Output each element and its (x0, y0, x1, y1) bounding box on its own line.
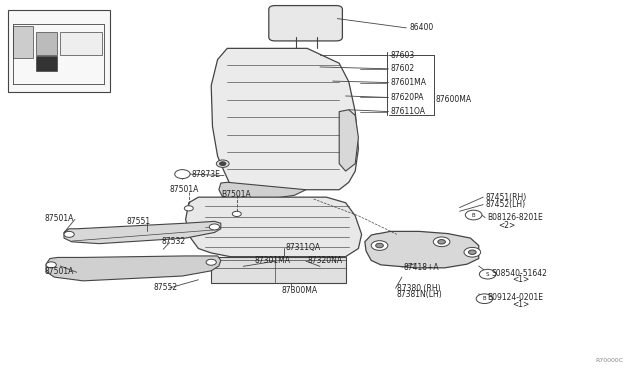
Circle shape (438, 240, 445, 244)
Circle shape (433, 237, 450, 247)
Circle shape (371, 241, 388, 250)
Polygon shape (211, 48, 358, 190)
Polygon shape (46, 256, 221, 281)
Polygon shape (211, 257, 346, 283)
Text: 87552: 87552 (154, 283, 178, 292)
Circle shape (206, 259, 216, 265)
FancyBboxPatch shape (8, 10, 110, 92)
Text: R70000C: R70000C (596, 358, 624, 363)
Text: S08540-51642: S08540-51642 (492, 269, 547, 278)
Text: 86400: 86400 (410, 23, 434, 32)
Polygon shape (365, 231, 479, 268)
Text: 87451(RH): 87451(RH) (485, 193, 526, 202)
Circle shape (464, 247, 481, 257)
Circle shape (184, 206, 193, 211)
Circle shape (476, 294, 493, 304)
Text: B09124-0201E: B09124-0201E (488, 293, 544, 302)
Text: 87501A: 87501A (45, 214, 74, 223)
Text: 87620PA: 87620PA (390, 93, 424, 102)
Text: 87501A: 87501A (45, 267, 74, 276)
Polygon shape (219, 182, 306, 200)
Circle shape (220, 162, 226, 166)
Text: B7501A: B7501A (221, 190, 250, 199)
Text: <2>: <2> (498, 221, 515, 230)
FancyBboxPatch shape (269, 6, 342, 41)
Text: 87380 (RH): 87380 (RH) (397, 284, 440, 293)
Text: <1>: <1> (512, 275, 529, 284)
Text: B08126-8201E: B08126-8201E (488, 213, 543, 222)
Circle shape (376, 243, 383, 248)
Text: 87873E: 87873E (192, 170, 221, 179)
Circle shape (216, 160, 229, 167)
Text: 87501A: 87501A (170, 185, 199, 194)
Circle shape (465, 210, 482, 220)
Text: 87600MA: 87600MA (435, 95, 471, 104)
Text: 87603: 87603 (390, 51, 415, 60)
Circle shape (479, 269, 496, 279)
Circle shape (64, 231, 74, 237)
Polygon shape (64, 221, 221, 244)
Circle shape (209, 224, 220, 230)
Bar (36, 56, 57, 71)
Text: 87611OA: 87611OA (390, 107, 426, 116)
Polygon shape (339, 110, 358, 171)
Text: 87301MA: 87301MA (255, 256, 291, 265)
Circle shape (232, 211, 241, 217)
Bar (13, 26, 33, 58)
Text: 87551: 87551 (127, 217, 151, 226)
Text: 87601MA: 87601MA (390, 78, 426, 87)
Circle shape (46, 262, 56, 268)
Text: 87452(LH): 87452(LH) (485, 200, 525, 209)
Text: S: S (486, 272, 490, 277)
Text: 87320NA: 87320NA (307, 256, 342, 265)
Text: 87381N(LH): 87381N(LH) (397, 291, 442, 299)
Text: <1>: <1> (512, 300, 529, 309)
Text: B: B (483, 296, 486, 301)
Bar (60, 32, 102, 55)
Text: 87418+A: 87418+A (403, 263, 439, 272)
Text: 87602: 87602 (390, 64, 415, 73)
Circle shape (468, 250, 476, 254)
Text: 87311QA: 87311QA (285, 243, 321, 252)
Bar (36, 32, 57, 55)
Text: 87532: 87532 (161, 237, 186, 246)
Text: 87300MA: 87300MA (282, 286, 317, 295)
Circle shape (175, 170, 190, 179)
Text: B: B (472, 212, 476, 218)
Polygon shape (186, 197, 362, 257)
